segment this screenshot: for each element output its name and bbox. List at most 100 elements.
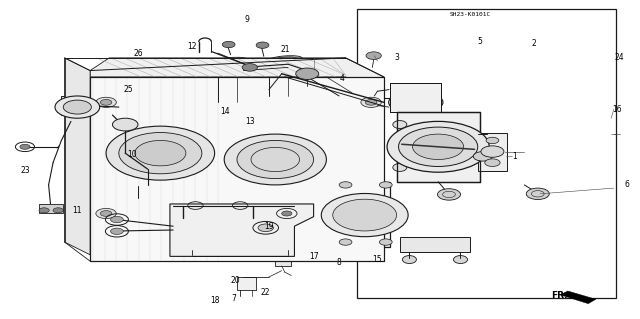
Ellipse shape (186, 218, 250, 237)
Circle shape (100, 211, 112, 216)
Ellipse shape (393, 121, 407, 129)
Ellipse shape (403, 256, 417, 263)
Text: SH23-K0101C: SH23-K0101C (449, 12, 491, 18)
Text: 11: 11 (72, 206, 82, 215)
Circle shape (96, 208, 116, 219)
Circle shape (481, 146, 504, 157)
Text: 9: 9 (244, 15, 249, 24)
Circle shape (380, 239, 392, 245)
Ellipse shape (268, 56, 302, 63)
Circle shape (237, 140, 314, 179)
Ellipse shape (98, 103, 108, 109)
Circle shape (438, 189, 461, 200)
Text: FR.: FR. (551, 291, 568, 300)
Circle shape (224, 134, 326, 185)
Circle shape (321, 194, 408, 237)
Circle shape (387, 122, 489, 172)
Ellipse shape (393, 163, 407, 171)
Circle shape (526, 188, 549, 199)
Polygon shape (90, 77, 384, 261)
Bar (478, 132, 507, 171)
Bar (275, 256, 291, 266)
Polygon shape (560, 291, 596, 304)
Circle shape (55, 96, 100, 118)
Bar (390, 83, 442, 112)
Polygon shape (65, 58, 90, 255)
Text: 15: 15 (372, 255, 382, 264)
Circle shape (296, 68, 319, 79)
Bar (357, 9, 616, 298)
Circle shape (242, 63, 257, 71)
Polygon shape (90, 58, 384, 96)
Circle shape (486, 137, 499, 144)
Bar (61, 96, 97, 115)
Text: 23: 23 (20, 166, 30, 175)
Text: 3: 3 (394, 53, 399, 62)
Circle shape (135, 140, 186, 166)
Circle shape (413, 134, 464, 160)
Circle shape (100, 100, 112, 105)
Circle shape (339, 239, 352, 245)
Text: 17: 17 (309, 252, 319, 261)
Text: 21: 21 (280, 45, 290, 55)
Text: 5: 5 (477, 38, 482, 47)
Circle shape (113, 118, 138, 131)
Text: 26: 26 (133, 48, 143, 58)
Bar (39, 204, 63, 213)
Circle shape (119, 132, 202, 174)
Text: 2: 2 (532, 39, 536, 48)
Text: 19: 19 (264, 222, 274, 231)
Circle shape (256, 42, 269, 48)
Circle shape (484, 159, 500, 167)
Text: 22: 22 (261, 288, 271, 297)
Text: 4: 4 (340, 74, 345, 83)
Circle shape (339, 182, 352, 188)
Circle shape (258, 224, 273, 232)
Text: 24: 24 (614, 53, 624, 62)
Circle shape (361, 97, 381, 108)
Bar (397, 112, 479, 182)
Ellipse shape (181, 219, 197, 236)
Bar (339, 182, 390, 247)
Text: 20: 20 (231, 276, 241, 285)
Circle shape (53, 208, 63, 213)
Circle shape (39, 208, 49, 213)
Ellipse shape (395, 93, 436, 111)
Text: 1: 1 (513, 152, 517, 161)
Polygon shape (170, 204, 314, 256)
Bar (400, 237, 470, 252)
Text: 7: 7 (231, 294, 236, 303)
Ellipse shape (388, 91, 443, 114)
Ellipse shape (213, 57, 248, 65)
Circle shape (365, 211, 377, 216)
Text: 6: 6 (624, 181, 629, 189)
Circle shape (333, 199, 397, 231)
Bar (237, 277, 256, 290)
Ellipse shape (162, 59, 197, 66)
Circle shape (111, 216, 124, 223)
Circle shape (20, 144, 30, 149)
Circle shape (96, 97, 116, 108)
Circle shape (361, 208, 381, 219)
Text: 18: 18 (210, 296, 220, 305)
Text: 25: 25 (124, 85, 133, 94)
Ellipse shape (454, 256, 467, 263)
Circle shape (63, 100, 92, 114)
Circle shape (366, 52, 381, 59)
Circle shape (380, 182, 392, 188)
Text: 8: 8 (337, 258, 342, 267)
Circle shape (282, 211, 292, 216)
Circle shape (111, 228, 124, 234)
Circle shape (399, 127, 477, 167)
Text: 13: 13 (245, 117, 255, 126)
Text: 14: 14 (221, 108, 230, 116)
Circle shape (473, 152, 492, 161)
Text: 16: 16 (612, 105, 622, 114)
Ellipse shape (111, 61, 146, 68)
Circle shape (222, 41, 235, 48)
Circle shape (106, 126, 214, 180)
Text: 12: 12 (188, 42, 197, 51)
Circle shape (365, 100, 377, 105)
Text: 10: 10 (127, 150, 136, 159)
Ellipse shape (243, 219, 259, 236)
